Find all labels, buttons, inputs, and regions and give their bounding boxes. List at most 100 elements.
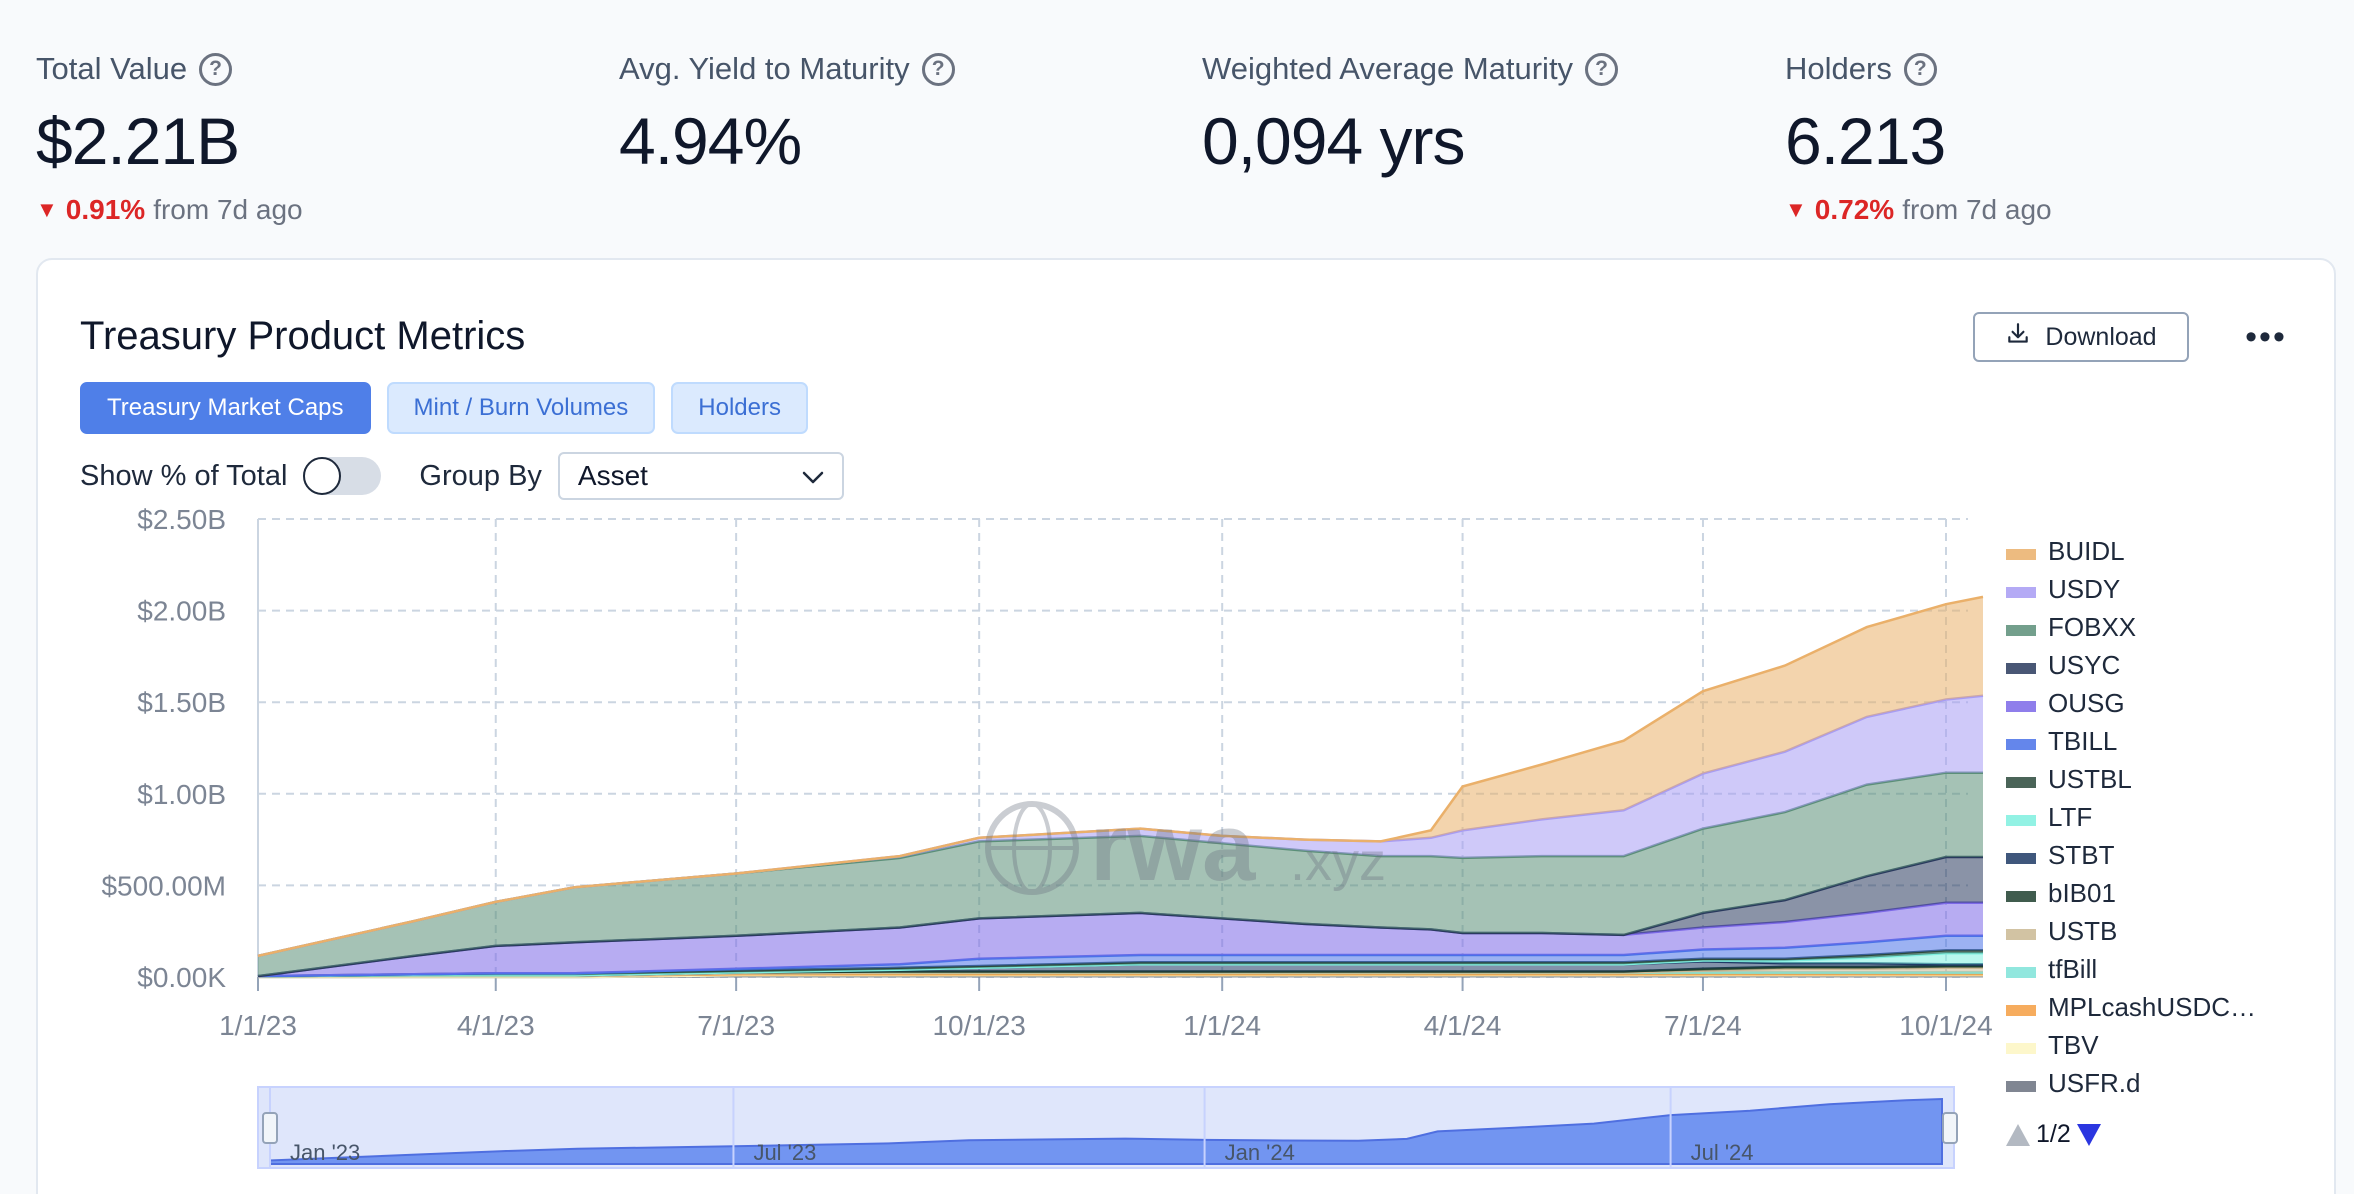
watermark-text: rwa bbox=[1090, 794, 1256, 901]
download-button[interactable]: Download bbox=[1973, 312, 2189, 362]
legend-label: BUIDL bbox=[2048, 535, 2125, 566]
navigator-handle[interactable] bbox=[262, 1112, 278, 1144]
change-percent: 0.91% bbox=[65, 194, 146, 225]
legend-item-ousg[interactable]: OUSG bbox=[2006, 684, 2256, 722]
navigator-handle[interactable] bbox=[1942, 1112, 1958, 1144]
legend-item-stbt[interactable]: STBT bbox=[2006, 836, 2256, 874]
pager-text: 1/2 bbox=[2036, 1120, 2071, 1148]
legend-item-usfr-d[interactable]: USFR.d bbox=[2006, 1064, 2256, 1102]
legend-item-ltf[interactable]: LTF bbox=[2006, 798, 2256, 836]
legend-label: LTF bbox=[2048, 801, 2093, 832]
help-icon[interactable]: ? bbox=[921, 52, 955, 86]
x-tick-label: 7/1/23 bbox=[697, 1010, 775, 1041]
legend-swatch bbox=[2006, 624, 2036, 636]
x-tick-label: 7/1/24 bbox=[1664, 1010, 1742, 1041]
show-pct-toggle[interactable] bbox=[303, 457, 382, 495]
legend-swatch bbox=[2006, 776, 2036, 788]
stat-total-value: Total Value ? $2.21B ▼ 0.91% from 7d ago bbox=[36, 48, 596, 226]
legend-label: USDY bbox=[2048, 573, 2121, 604]
legend-item-ustbl[interactable]: USTBL bbox=[2006, 760, 2256, 798]
more-options-icon[interactable]: ••• bbox=[2245, 317, 2287, 356]
legend-label: tfBill bbox=[2048, 953, 2098, 984]
legend-item-fobxx[interactable]: FOBXX bbox=[2006, 608, 2256, 646]
chart-controls: Show % of Total Group By Asset bbox=[80, 452, 844, 500]
legend-label: USFR.d bbox=[2048, 1067, 2141, 1098]
legend-item-tfbill[interactable]: tfBill bbox=[2006, 950, 2256, 988]
stat-value: 4.94% bbox=[619, 104, 802, 178]
legend-item-usdy[interactable]: USDY bbox=[2006, 570, 2256, 608]
legend-item-tbv[interactable]: TBV bbox=[2006, 1026, 2256, 1064]
navigator-series bbox=[269, 1097, 1943, 1165]
legend-swatch bbox=[2006, 1042, 2036, 1054]
watermark-suffix: .xyz bbox=[1290, 832, 1386, 892]
x-tick-label: 10/1/23 bbox=[932, 1010, 1025, 1041]
x-tick-label: 1/1/24 bbox=[1183, 1010, 1261, 1041]
series-area-ousg bbox=[258, 902, 1983, 977]
legend-item-tbill[interactable]: TBILL bbox=[2006, 722, 2256, 760]
group-by-select[interactable]: Asset bbox=[557, 452, 844, 500]
legend-swatch bbox=[2006, 548, 2036, 560]
tab-mint-burn-volumes[interactable]: Mint / Burn Volumes bbox=[386, 382, 656, 434]
legend-label: STBT bbox=[2048, 839, 2115, 870]
stat-holders: Holders ? 6.213 ▼ 0.72% from 7d ago bbox=[1785, 48, 2345, 226]
legend-item-buidl[interactable]: BUIDL bbox=[2006, 532, 2256, 570]
download-icon bbox=[2005, 321, 2031, 354]
chart-legend: BUIDL USDY FOBXX USYC OUSG TBILL USTBL LTF STBT b… bbox=[2006, 532, 2256, 1102]
change-text: from 7d ago bbox=[1902, 194, 2052, 225]
group-by-value: Asset bbox=[577, 460, 648, 491]
y-tick-label: $1.50B bbox=[137, 687, 226, 718]
legend-label: MPLcashUSDC… bbox=[2048, 991, 2257, 1022]
legend-pager: 1/2 bbox=[2006, 1120, 2101, 1149]
x-tick-label: 10/1/24 bbox=[1899, 1010, 1992, 1041]
legend-item-mplcashusdc[interactable]: MPLcashUSDC… bbox=[2006, 988, 2256, 1026]
legend-item-usyc[interactable]: USYC bbox=[2006, 646, 2256, 684]
globe-icon bbox=[985, 801, 1079, 895]
series-line-buidl bbox=[257, 595, 1984, 958]
stat-value: 6.213 bbox=[1785, 104, 1946, 178]
stat-value: 0,094 yrs bbox=[1202, 104, 1465, 178]
y-tick-label: $0.00K bbox=[137, 962, 226, 993]
stat-avg-yield: Avg. Yield to Maturity ? 4.94% bbox=[619, 48, 1179, 174]
toggle-knob bbox=[303, 457, 342, 495]
y-tick-label: $2.50B bbox=[137, 504, 226, 535]
stat-label: Holders bbox=[1785, 51, 1892, 86]
pager-up-icon[interactable] bbox=[2006, 1123, 2030, 1146]
series-area-usdy bbox=[258, 695, 1983, 956]
legend-label: USTBL bbox=[2048, 763, 2132, 794]
chevron-down-icon bbox=[802, 460, 824, 492]
help-icon[interactable]: ? bbox=[1903, 52, 1937, 86]
group-by-label: Group By bbox=[419, 459, 542, 492]
help-icon[interactable]: ? bbox=[1585, 52, 1619, 86]
legend-label: bIB01 bbox=[2048, 877, 2116, 908]
legend-label: FOBXX bbox=[2048, 611, 2137, 642]
change-percent: 0.72% bbox=[1814, 194, 1895, 225]
navigator-label: Jan '24 bbox=[1225, 1140, 1295, 1165]
globe-meridian bbox=[1012, 802, 1052, 894]
help-icon[interactable]: ? bbox=[199, 52, 233, 86]
stat-value: $2.21B bbox=[36, 104, 240, 178]
legend-item-ustb[interactable]: USTB bbox=[2006, 912, 2256, 950]
stat-label: Total Value bbox=[36, 51, 188, 86]
triangle-down-icon: ▼ bbox=[36, 197, 58, 222]
legend-item-bib01[interactable]: bIB01 bbox=[2006, 874, 2256, 912]
stat-weighted-maturity: Weighted Average Maturity ? 0,094 yrs bbox=[1202, 48, 1762, 174]
legend-swatch bbox=[2006, 852, 2036, 864]
card-title: Treasury Product Metrics bbox=[80, 314, 526, 358]
tab-treasury-market-caps[interactable]: Treasury Market Caps bbox=[80, 382, 371, 434]
legend-swatch bbox=[2006, 928, 2036, 940]
pager-down-icon[interactable] bbox=[2076, 1123, 2101, 1146]
legend-swatch bbox=[2006, 586, 2036, 598]
stat-label: Avg. Yield to Maturity bbox=[619, 51, 910, 86]
y-tick-label: $2.00B bbox=[137, 596, 226, 627]
legend-swatch bbox=[2006, 662, 2036, 674]
x-tick-label: 4/1/24 bbox=[1424, 1010, 1502, 1041]
legend-swatch bbox=[2006, 1080, 2036, 1092]
triangle-down-icon: ▼ bbox=[1785, 197, 1807, 222]
chart-tabs: Treasury Market Caps Mint / Burn Volumes… bbox=[80, 382, 808, 434]
legend-swatch bbox=[2006, 1004, 2036, 1016]
legend-swatch bbox=[2006, 700, 2036, 712]
tab-holders[interactable]: Holders bbox=[671, 382, 808, 434]
legend-label: USTB bbox=[2048, 915, 2118, 946]
legend-label: TBILL bbox=[2048, 725, 2118, 756]
